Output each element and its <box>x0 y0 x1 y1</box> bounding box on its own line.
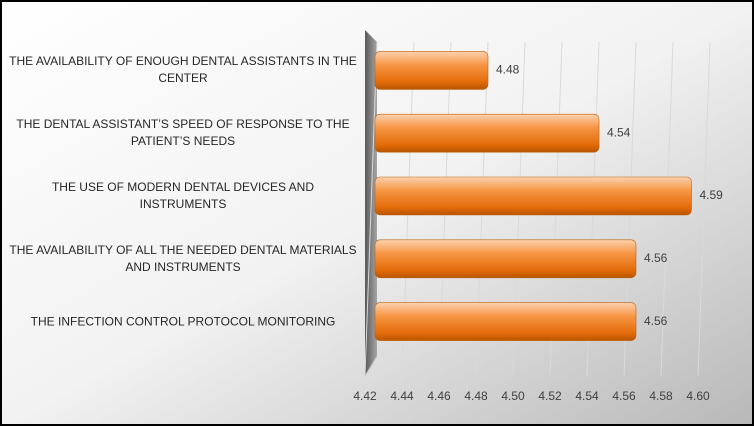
x-tick-label: 4.54 <box>575 389 599 403</box>
category-label: THE DENTAL ASSISTANT’S SPEED OF RESPONSE… <box>16 117 350 149</box>
bar <box>374 239 637 279</box>
x-tick-label: 4.50 <box>501 389 525 403</box>
bar <box>374 51 489 90</box>
category-label: THE AVAILABILITY OF ENOUGH DENTAL ASSIST… <box>9 54 357 86</box>
x-tick-label: 4.52 <box>538 389 562 403</box>
category-label: THE INFECTION CONTROL PROTOCOL MONITORIN… <box>30 314 336 329</box>
value-label: 4.48 <box>496 63 520 77</box>
x-tick-label: 4.46 <box>427 389 451 403</box>
category-label: THE USE OF MODERN DENTAL DEVICES AND INS… <box>51 180 315 211</box>
grid-line <box>364 41 378 377</box>
x-tick-label: 4.48 <box>464 389 488 403</box>
x-tick-label: 4.42 <box>353 389 377 403</box>
grid-line <box>697 41 711 377</box>
category-label: THE AVAILABILITY OF ALL THE NEEDED DENTA… <box>9 242 357 274</box>
x-tick-label: 4.44 <box>390 389 414 403</box>
value-label: 4.59 <box>700 188 724 202</box>
value-label: 4.54 <box>607 125 631 139</box>
x-tick-label: 4.60 <box>686 389 710 403</box>
bar <box>374 302 637 341</box>
value-label: 4.56 <box>644 314 668 328</box>
x-tick-label: 4.58 <box>649 389 673 403</box>
axis-floor <box>364 355 378 377</box>
x-tick-label: 4.56 <box>612 389 636 403</box>
value-label: 4.56 <box>644 251 668 265</box>
bar <box>374 176 692 216</box>
bar <box>374 113 600 153</box>
